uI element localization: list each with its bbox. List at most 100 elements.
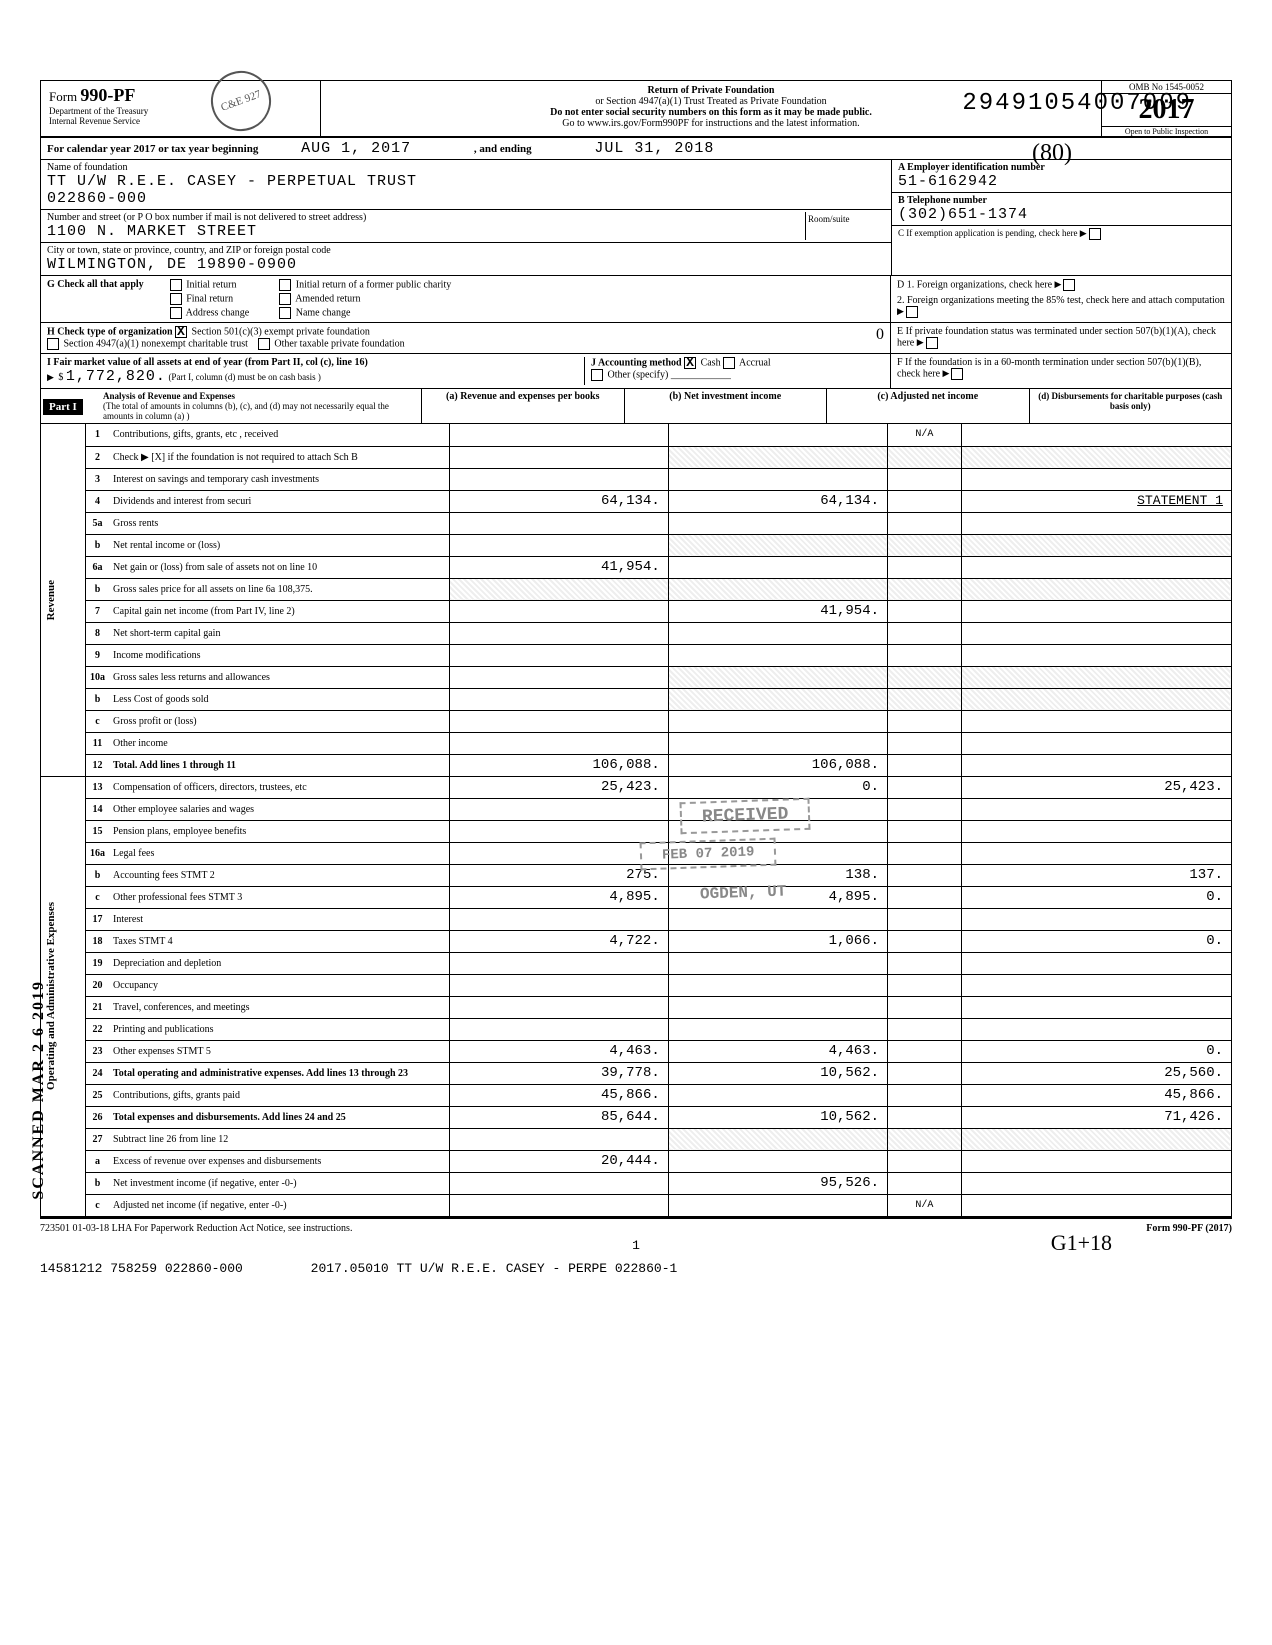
part-i-tag: Part I [43, 399, 83, 415]
cell-col-b [668, 952, 887, 974]
chk-other-tax[interactable] [258, 338, 270, 350]
opt-other-tax: Other taxable private foundation [274, 338, 404, 349]
chk-initial-former[interactable] [279, 279, 291, 291]
cell-col-a [449, 468, 668, 490]
stamp-received: RECEIVED [679, 798, 810, 835]
cell-col-a [449, 1128, 668, 1150]
line-desc: Occupancy [109, 974, 449, 996]
d1-checkbox[interactable] [1063, 279, 1075, 291]
d2-checkbox[interactable] [906, 306, 918, 318]
line-number: 22 [86, 1018, 110, 1040]
opt-name: Name change [296, 307, 351, 318]
city-label: City or town, state or province, country… [47, 245, 885, 256]
line-desc: Less Cost of goods sold [109, 688, 449, 710]
cell-col-b [668, 644, 887, 666]
cell-col-c [888, 600, 962, 622]
cell-col-c [888, 930, 962, 952]
cell-col-c [888, 556, 962, 578]
line-desc: Other expenses STMT 5 [109, 1040, 449, 1062]
cell-col-c [888, 996, 962, 1018]
table-row: 10aGross sales less returns and allowanc… [41, 666, 1232, 688]
cell-col-d [961, 446, 1231, 468]
chk-final[interactable] [170, 293, 182, 305]
line-number: 16a [86, 842, 110, 864]
chk-amended[interactable] [279, 293, 291, 305]
open-inspection: Open to Public Inspection [1102, 126, 1231, 136]
line-desc: Gross profit or (loss) [109, 710, 449, 732]
ein: 51-6162942 [898, 173, 1225, 190]
cell-col-d: 137. [961, 864, 1231, 886]
name-label: Name of foundation [47, 162, 885, 173]
cell-col-c [888, 798, 962, 820]
chk-address[interactable] [170, 307, 182, 319]
line-number: 7 [86, 600, 110, 622]
line-number: 26 [86, 1106, 110, 1128]
e-checkbox[interactable] [926, 337, 938, 349]
table-row: 5aGross rents [41, 512, 1232, 534]
cell-col-b [668, 534, 887, 556]
line-desc: Net investment income (if negative, ente… [109, 1172, 449, 1194]
cell-col-b: 64,134. [668, 490, 887, 512]
chk-name[interactable] [279, 307, 291, 319]
foundation-name: TT U/W R.E.E. CASEY - PERPETUAL TRUST [47, 173, 885, 190]
line-number: b [86, 688, 110, 710]
chk-501c3[interactable] [175, 326, 187, 338]
table-row: bGross sales price for all assets on lin… [41, 578, 1232, 600]
line-desc: Interest [109, 908, 449, 930]
cell-col-a [449, 732, 668, 754]
cell-col-b [668, 1150, 887, 1172]
cell-col-c [888, 886, 962, 908]
cell-col-c [888, 666, 962, 688]
line-number: c [86, 1194, 110, 1216]
cell-col-a: 106,088. [449, 754, 668, 776]
line-desc: Accounting fees STMT 2 [109, 864, 449, 886]
opt-initial-former: Initial return of a former public charit… [296, 279, 452, 290]
c-checkbox[interactable] [1089, 228, 1101, 240]
line-number: 24 [86, 1062, 110, 1084]
cell-col-b [668, 710, 887, 732]
bottom-left: 14581212 758259 022860-000 [40, 1261, 243, 1276]
line-number: 23 [86, 1040, 110, 1062]
line-desc: Total operating and administrative expen… [109, 1062, 449, 1084]
f-checkbox[interactable] [951, 368, 963, 380]
chk-cash[interactable] [684, 357, 696, 369]
bottom-right: 2017.05010 TT U/W R.E.E. CASEY - PERPE 0… [311, 1261, 678, 1276]
line-desc: Capital gain net income (from Part IV, l… [109, 600, 449, 622]
line-number: 25 [86, 1084, 110, 1106]
cell-col-d [961, 666, 1231, 688]
table-row: bNet investment income (if negative, ent… [41, 1172, 1232, 1194]
chk-initial[interactable] [170, 279, 182, 291]
stamp-ogden: OGDEN, UT [680, 878, 807, 908]
cell-col-b: 10,562. [668, 1062, 887, 1084]
chk-other-method[interactable] [591, 369, 603, 381]
cell-col-d: 45,866. [961, 1084, 1231, 1106]
table-row: bNet rental income or (loss) [41, 534, 1232, 556]
line-number: 6a [86, 556, 110, 578]
line-desc: Subtract line 26 from line 12 [109, 1128, 449, 1150]
table-row: 6aNet gain or (loss) from sale of assets… [41, 556, 1232, 578]
chk-4947[interactable] [47, 338, 59, 350]
table-row: 18Taxes STMT 44,722.1,066.0. [41, 930, 1232, 952]
cell-col-a [449, 974, 668, 996]
stamp-date: FEB 07 2019 [640, 838, 777, 871]
cell-col-b [668, 424, 887, 446]
cell-col-a: 45,866. [449, 1084, 668, 1106]
line-desc: Depreciation and depletion [109, 952, 449, 974]
cell-col-c [888, 1172, 962, 1194]
cell-col-d [961, 1018, 1231, 1040]
c-exemption: C If exemption application is pending, c… [898, 228, 1077, 238]
line-number: 27 [86, 1128, 110, 1150]
cell-col-c [888, 1106, 962, 1128]
table-row: 15Pension plans, employee benefits [41, 820, 1232, 842]
line-number: 3 [86, 468, 110, 490]
period-label: For calendar year 2017 or tax year begin… [47, 143, 258, 155]
line-number: c [86, 886, 110, 908]
chk-accrual[interactable] [723, 357, 735, 369]
line-number: 8 [86, 622, 110, 644]
cell-col-a [449, 644, 668, 666]
cell-col-d [961, 622, 1231, 644]
cell-col-d [961, 952, 1231, 974]
cell-col-a [449, 820, 668, 842]
cell-col-a [449, 996, 668, 1018]
line-number: 13 [86, 776, 110, 798]
